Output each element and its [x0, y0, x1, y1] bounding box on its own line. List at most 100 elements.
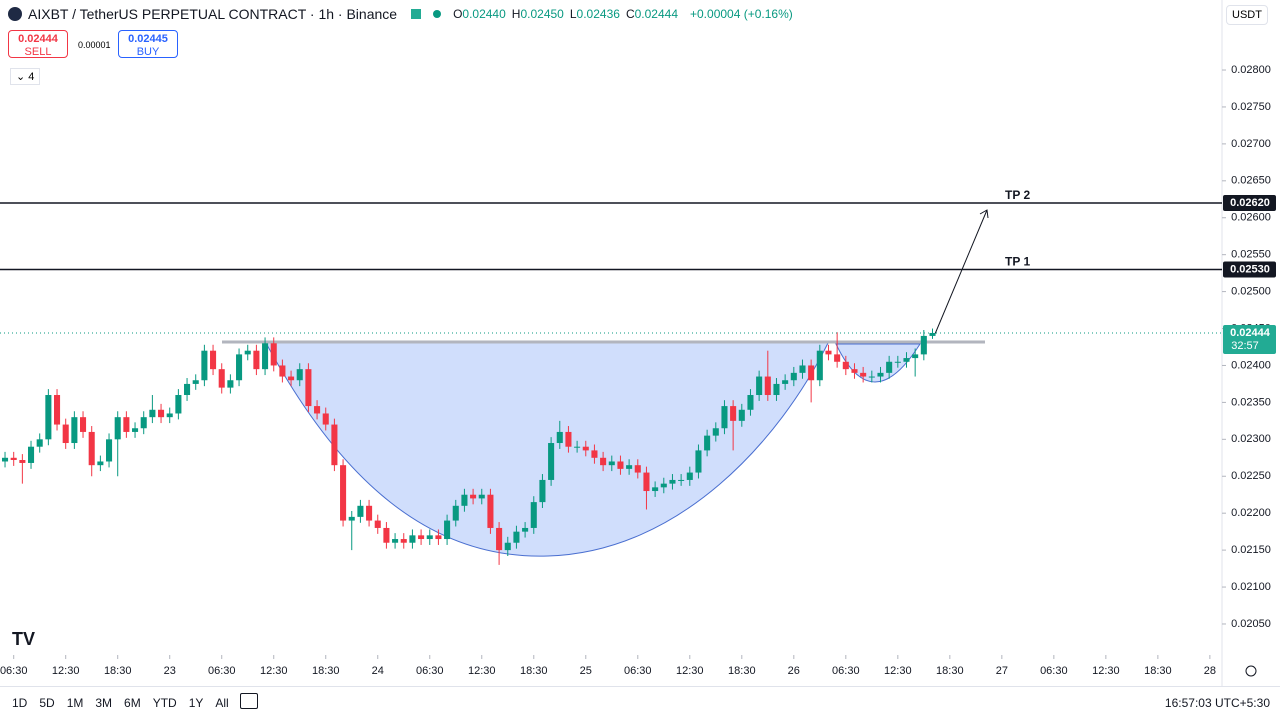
x-tick-label: 25 — [580, 665, 592, 677]
candle-body — [842, 361, 849, 370]
candle-body — [600, 457, 607, 466]
candle-body — [548, 443, 555, 480]
candle-body — [106, 439, 113, 462]
candle-body — [574, 446, 581, 448]
y-tick-label: 0.02250 — [1231, 470, 1271, 482]
cup-shape — [265, 342, 829, 557]
tv-logo: TV — [12, 629, 35, 649]
y-tick-label: 0.02100 — [1231, 581, 1271, 593]
y-tick-label: 0.02550 — [1231, 249, 1271, 261]
candle-body — [782, 380, 789, 384]
ohlc-key: O — [453, 7, 463, 21]
candle-body — [158, 409, 165, 418]
calendar-icon[interactable] — [240, 693, 258, 709]
range-button[interactable]: 3M — [95, 696, 113, 710]
target-badge-label: 0.02530 — [1230, 263, 1270, 275]
candle-body — [10, 457, 17, 461]
candle-body — [218, 369, 225, 388]
candle-body — [591, 450, 598, 458]
candle-body — [626, 465, 633, 469]
candle-body — [80, 417, 87, 432]
range-button[interactable]: 6M — [124, 696, 141, 710]
sell-button[interactable]: 0.02444 SELL — [8, 30, 68, 58]
candle-body — [617, 461, 624, 469]
last-price-label: 0.02444 — [1230, 327, 1271, 339]
candle-body — [738, 409, 745, 421]
candle-body — [669, 479, 676, 484]
candle-body — [227, 380, 234, 388]
candle-body — [201, 350, 208, 381]
x-tick-label: 23 — [164, 665, 176, 677]
x-tick-label: 06:30 — [0, 665, 27, 677]
candle-body — [236, 354, 243, 381]
range-button[interactable]: 1D — [12, 696, 28, 710]
range-button[interactable]: 1M — [66, 696, 84, 710]
candle-body — [62, 424, 69, 444]
candle-body — [1, 457, 9, 462]
y-tick-label: 0.02050 — [1231, 618, 1271, 630]
x-tick-label: 06:30 — [1040, 665, 1068, 677]
candle-body — [140, 417, 147, 429]
handle-shape — [835, 343, 921, 383]
candle-body — [894, 361, 901, 363]
candle-body — [730, 406, 737, 421]
symbol-title[interactable]: AIXBT / TetherUS PERPETUAL CONTRACT · 1h… — [28, 6, 398, 22]
candle-body — [530, 502, 537, 528]
candle-body — [19, 460, 26, 463]
candle-body — [149, 409, 156, 418]
range-button[interactable]: 5D — [39, 696, 55, 710]
candle-body — [868, 376, 875, 378]
candle-body — [799, 365, 806, 373]
y-tick-label: 0.02750 — [1231, 101, 1271, 113]
buy-button[interactable]: 0.02445 BUY — [118, 30, 178, 58]
candle-body — [374, 520, 381, 528]
x-tick-label: 12:30 — [52, 665, 80, 677]
y-tick-label: 0.02150 — [1231, 544, 1271, 556]
bottom-toolbar: 1D 5D 1M 3M 6M YTD 1Y All 16:57:03 UTC+5:30 — [0, 686, 1280, 721]
ohlc-value: 0.02436 — [576, 7, 620, 21]
candle-body — [513, 531, 520, 543]
candle-body — [444, 520, 451, 540]
chart: TV 0.02050 0.02100 0.02150 0.02200 0.02250 0.… — [0, 0, 1276, 686]
candle-body — [929, 332, 936, 336]
candle-body — [54, 395, 61, 425]
change: +0.00004 (+0.16%) — [690, 7, 793, 21]
y-tick-label: 0.02600 — [1231, 212, 1271, 224]
candle-body — [400, 539, 407, 543]
candle-body — [296, 369, 303, 381]
candle-body — [634, 465, 641, 473]
clock: 16:57:03 UTC+5:30 — [1164, 696, 1270, 710]
candle-body — [886, 361, 893, 373]
candle-body — [912, 354, 919, 359]
target-badge — [1223, 261, 1276, 278]
candle-body — [279, 365, 286, 377]
x-tick-label: 12:30 — [1092, 665, 1120, 677]
candle-body — [36, 439, 43, 447]
projection-arrow — [934, 209, 989, 335]
ohlc-value: 0.02444 — [634, 7, 678, 21]
candle-body — [834, 354, 841, 362]
candle-body — [262, 343, 269, 370]
candle-body — [123, 417, 130, 432]
candle-body — [816, 350, 823, 381]
range-button[interactable]: All — [215, 696, 229, 710]
candle-body — [608, 461, 615, 466]
candle-body — [747, 395, 754, 410]
range-button[interactable]: 1Y — [188, 696, 204, 710]
y-tick-label: 0.02500 — [1231, 286, 1271, 298]
candle-body — [71, 417, 78, 444]
candle-body — [409, 535, 416, 543]
settings-icon[interactable] — [1245, 665, 1257, 677]
candle-body — [582, 446, 589, 451]
symbol-icon — [8, 7, 22, 21]
candle-body — [357, 505, 364, 517]
range-button[interactable]: YTD — [152, 696, 177, 710]
candle-body — [686, 472, 693, 480]
target-label: TP 2 — [1005, 188, 1030, 202]
indicator-toggle[interactable]: ⌄ 4 — [10, 68, 41, 85]
currency[interactable]: USDT — [1226, 5, 1268, 25]
candle-body — [478, 494, 485, 499]
candle-body — [556, 431, 563, 444]
candle-body — [132, 428, 139, 432]
candle-body — [253, 350, 260, 370]
